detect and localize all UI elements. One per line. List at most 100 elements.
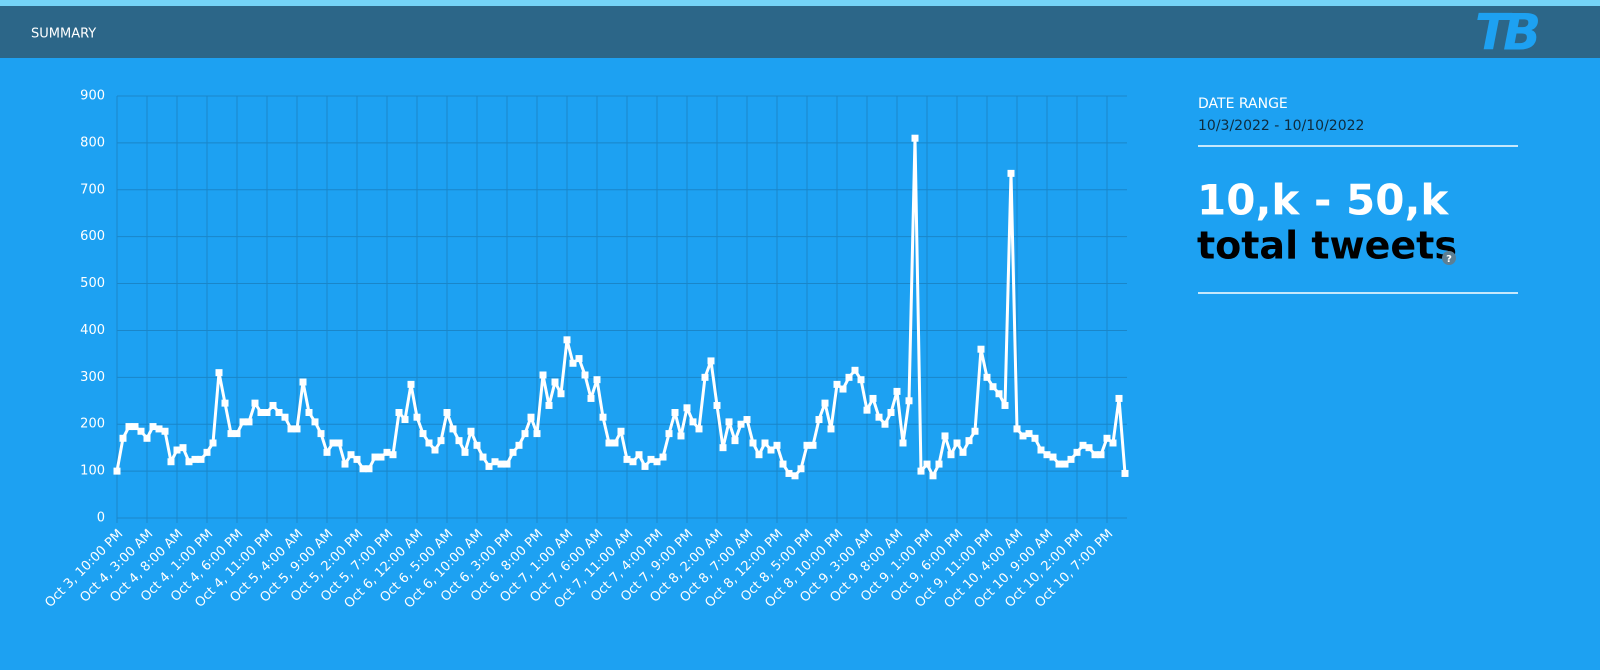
data-point xyxy=(1061,460,1069,468)
total-label: total tweets xyxy=(1197,224,1457,268)
data-point xyxy=(935,460,943,468)
data-point xyxy=(773,441,781,449)
data-point xyxy=(455,437,463,445)
data-point xyxy=(965,437,973,445)
data-point xyxy=(545,401,553,409)
data-point xyxy=(683,404,691,412)
data-point xyxy=(881,420,889,428)
data-point xyxy=(527,413,535,421)
data-point xyxy=(155,425,163,433)
data-point xyxy=(461,448,469,456)
data-point xyxy=(275,409,283,416)
data-point xyxy=(827,425,835,433)
data-point xyxy=(119,434,127,442)
date-range: 10/3/2022 - 10/10/2022 xyxy=(1198,118,1364,134)
total-range: 10,k - 50,k xyxy=(1197,176,1449,225)
data-point xyxy=(749,439,757,447)
data-point xyxy=(539,371,547,379)
data-point xyxy=(251,399,259,407)
data-point xyxy=(497,460,505,468)
data-point xyxy=(1073,448,1081,456)
data-point xyxy=(425,439,433,447)
data-point xyxy=(161,427,169,435)
data-point xyxy=(557,390,565,398)
data-point xyxy=(551,378,559,386)
data-point xyxy=(1055,460,1063,468)
data-point xyxy=(1013,425,1021,433)
data-point xyxy=(905,397,913,405)
top-strip xyxy=(0,0,1600,6)
data-point xyxy=(209,439,217,447)
data-point xyxy=(629,458,637,466)
data-point xyxy=(911,134,919,142)
data-point xyxy=(413,413,421,421)
data-point xyxy=(689,418,697,426)
data-point xyxy=(1115,394,1123,402)
data-point xyxy=(1049,453,1057,461)
data-point xyxy=(737,420,745,428)
data-point xyxy=(113,467,121,475)
data-point xyxy=(839,385,847,393)
data-point xyxy=(647,455,655,463)
data-point xyxy=(641,462,649,470)
data-point xyxy=(731,437,739,445)
data-point xyxy=(377,453,385,461)
data-point xyxy=(761,439,769,447)
data-point xyxy=(335,439,343,447)
data-point xyxy=(995,390,1003,398)
data-point xyxy=(401,416,409,424)
data-point xyxy=(851,366,859,374)
data-point xyxy=(923,460,931,468)
data-point xyxy=(719,444,727,452)
data-point xyxy=(1001,401,1009,409)
y-tick-label: 400 xyxy=(80,323,105,338)
data-point xyxy=(1031,434,1039,442)
data-point xyxy=(569,359,577,367)
data-point xyxy=(407,380,415,388)
logo[interactable]: TB xyxy=(1475,4,1544,62)
data-point xyxy=(653,458,661,466)
data-point xyxy=(887,409,895,416)
data-point xyxy=(281,413,289,421)
data-point xyxy=(791,472,799,480)
data-point xyxy=(353,455,361,463)
data-point xyxy=(419,430,427,438)
help-icon[interactable] xyxy=(1442,251,1456,265)
data-point xyxy=(149,423,157,431)
data-point xyxy=(137,427,145,435)
data-point xyxy=(1085,444,1093,452)
data-point xyxy=(665,430,673,438)
data-point xyxy=(1025,430,1033,438)
data-point xyxy=(623,455,631,463)
data-point xyxy=(1043,451,1051,459)
data-point xyxy=(167,458,175,466)
data-point xyxy=(1121,469,1129,477)
y-tick-label: 600 xyxy=(80,229,105,244)
data-point xyxy=(365,465,373,473)
data-point xyxy=(323,448,331,456)
data-point xyxy=(767,446,775,454)
data-point xyxy=(809,441,817,449)
data-point xyxy=(605,439,613,447)
help-text[interactable]: ? xyxy=(1446,254,1452,265)
data-point xyxy=(983,373,991,381)
data-point xyxy=(503,460,511,468)
header-bar xyxy=(0,6,1600,58)
data-point xyxy=(227,430,235,438)
data-point xyxy=(317,430,325,438)
data-point xyxy=(833,380,841,388)
data-point xyxy=(1097,451,1105,459)
data-point xyxy=(341,460,349,468)
data-point xyxy=(803,441,811,449)
data-point xyxy=(371,453,379,461)
data-point xyxy=(395,409,403,416)
data-point xyxy=(593,376,601,384)
data-point xyxy=(815,416,823,424)
data-point xyxy=(143,434,151,442)
data-point xyxy=(521,430,529,438)
data-point xyxy=(269,401,277,409)
y-tick-label: 100 xyxy=(80,464,105,479)
data-point xyxy=(263,409,271,416)
data-point xyxy=(191,455,199,463)
